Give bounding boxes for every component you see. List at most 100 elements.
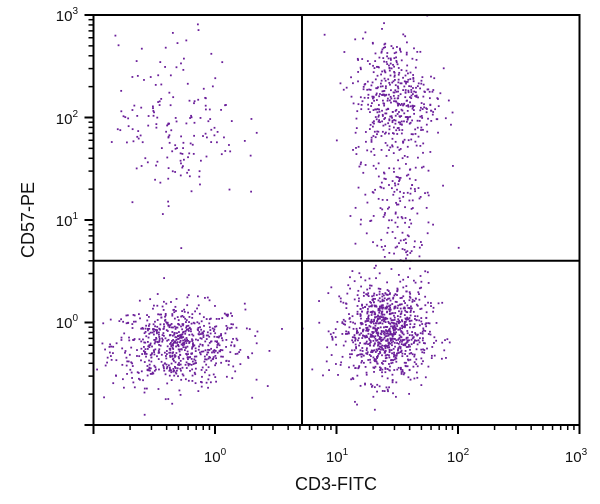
data-point [457,246,460,249]
data-point [446,338,449,341]
data-point [401,217,404,220]
data-point [130,361,133,364]
data-point [385,329,387,332]
data-point [391,144,394,147]
data-point [341,355,344,358]
data-point [420,126,423,129]
data-point [202,135,204,137]
data-point [398,71,401,74]
data-point [374,78,377,81]
data-point [393,79,396,81]
data-point [416,304,419,307]
data-point [394,246,397,249]
data-point [220,361,223,364]
data-point [221,61,224,64]
data-point [394,237,397,239]
data-point [178,341,181,344]
data-point [131,323,134,325]
data-point [402,307,405,310]
data-point [421,108,424,110]
data-point [427,169,430,172]
data-point [406,332,409,335]
data-point [208,299,211,302]
data-point [405,104,408,107]
data-point [409,323,412,326]
data-point [381,208,384,211]
data-point [153,342,156,345]
data-point [140,327,143,330]
data-point [354,367,357,369]
data-point [351,315,354,318]
data-point [379,369,382,371]
data-point [389,62,392,65]
data-point [409,192,412,195]
data-point [385,155,388,157]
data-point [380,348,382,351]
data-point [384,325,387,328]
data-point [360,332,363,335]
data-point [407,104,410,107]
data-point [245,327,248,330]
data-point [385,112,388,115]
data-point [392,152,395,155]
data-point [386,330,388,332]
data-point [405,342,408,344]
data-point [391,361,394,364]
data-point [383,177,386,180]
data-point [341,321,344,324]
data-point [214,305,216,307]
data-point [426,88,429,91]
data-point [410,222,413,225]
data-point [400,69,403,71]
data-point [348,313,350,315]
data-point [413,240,416,243]
data-point [386,377,389,380]
data-point [199,337,202,340]
data-point [375,108,378,111]
data-point [380,50,383,53]
data-point [399,339,402,342]
data-point [383,69,386,72]
data-point [120,318,123,321]
data-point [160,83,163,86]
data-point [381,70,384,73]
data-point [208,108,211,111]
data-point [151,331,154,334]
data-point [394,184,397,187]
data-point [172,367,175,370]
data-point [366,353,369,355]
data-point [397,318,400,321]
data-point [392,126,395,129]
data-point [360,323,363,326]
data-point [381,113,384,116]
data-point [152,105,154,108]
data-point [124,351,126,354]
data-point [181,328,184,331]
data-point [404,350,407,352]
data-point [369,220,372,222]
data-point [378,347,381,350]
data-point [249,154,252,157]
data-point [388,354,390,357]
data-point [158,331,160,334]
data-point [172,370,175,373]
data-point [173,374,176,377]
data-point [169,324,172,326]
data-point [158,343,160,346]
data-point [187,358,189,361]
data-point [187,294,190,296]
data-point [396,245,399,248]
data-point [408,320,411,323]
data-point [443,349,446,352]
data-point [396,368,399,371]
data-point [383,351,386,354]
data-point [203,360,206,363]
data-point [165,355,167,357]
data-point [360,276,362,279]
data-point [356,354,358,357]
data-point [357,80,359,83]
data-point [210,347,213,350]
data-point [214,350,217,352]
data-point [414,190,416,193]
data-point [404,217,407,219]
